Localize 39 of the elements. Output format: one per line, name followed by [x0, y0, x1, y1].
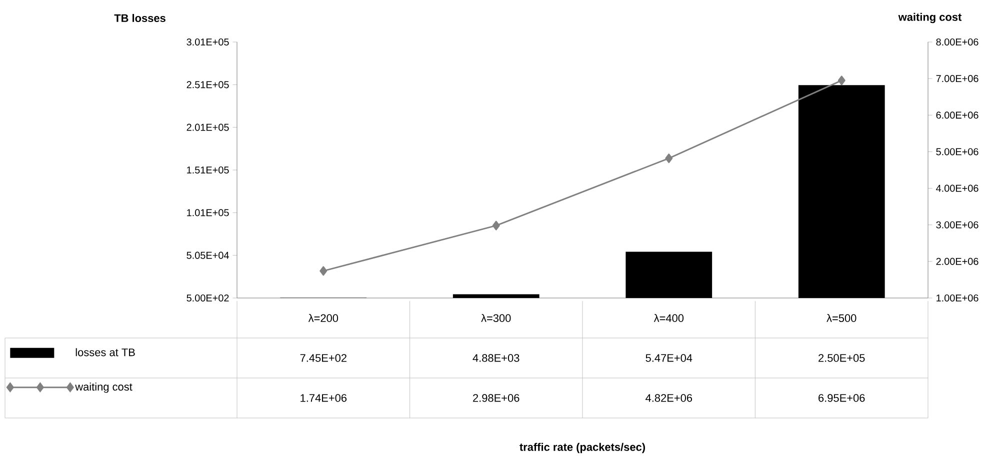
y-tick-label: 3.01E+05: [186, 38, 229, 46]
data-label: 2.50E+05: [818, 354, 865, 362]
bar: [452, 294, 540, 298]
x-tick-label: λ=200: [308, 314, 338, 322]
data-label: 2.98E+06: [473, 394, 520, 402]
y2-tick-label: 8.00E+06: [936, 38, 978, 46]
legend-label: waiting cost: [75, 382, 132, 393]
y2-tick-label: 4.00E+06: [936, 184, 978, 192]
point: [665, 154, 673, 164]
data-label: 4.82E+06: [646, 394, 692, 402]
legend-label: losses at TB: [76, 348, 135, 356]
data-label: 4.88E+03: [472, 354, 520, 362]
y-tick-label: 5.00E+02: [186, 294, 229, 302]
bar: [626, 252, 712, 298]
data-label: 1.74E+06: [300, 394, 347, 402]
y-axis-title: TB losses: [114, 14, 166, 22]
y2-tick-label: 2.00E+06: [936, 258, 978, 265]
y2-tick-label: 6.00E+06: [936, 112, 978, 119]
y-tick-label: 2.01E+05: [186, 124, 229, 131]
point: [492, 220, 500, 230]
y-tick-label: 2.51E+05: [186, 81, 229, 88]
data-label: 7.45E+02: [300, 354, 346, 362]
y2-tick-label: 5.00E+06: [936, 148, 978, 156]
text: traffic rate (packets/sec): [520, 442, 645, 454]
y2-tick-label: 7.00E+06: [936, 75, 978, 82]
y-tick-label: 1.01E+05: [187, 209, 229, 216]
bar: [798, 85, 885, 298]
y2-tick-label: 1.00E+06: [936, 294, 978, 302]
point: [320, 266, 328, 276]
x-tick-label: λ=400: [654, 314, 684, 322]
data-label: 5.47E+04: [646, 354, 692, 362]
y-tick-label: 5.05E+04: [186, 252, 229, 259]
data-label: 6.95E+06: [818, 394, 865, 402]
x-tick-label: λ=300: [481, 314, 511, 322]
y-tick-label: 1.51E+05: [187, 166, 229, 174]
x-tick-label: λ=500: [826, 314, 856, 322]
y2-tick-label: 3.00E+06: [936, 221, 978, 228]
point: [838, 76, 846, 86]
y2-axis-title: waiting cost: [898, 12, 962, 24]
